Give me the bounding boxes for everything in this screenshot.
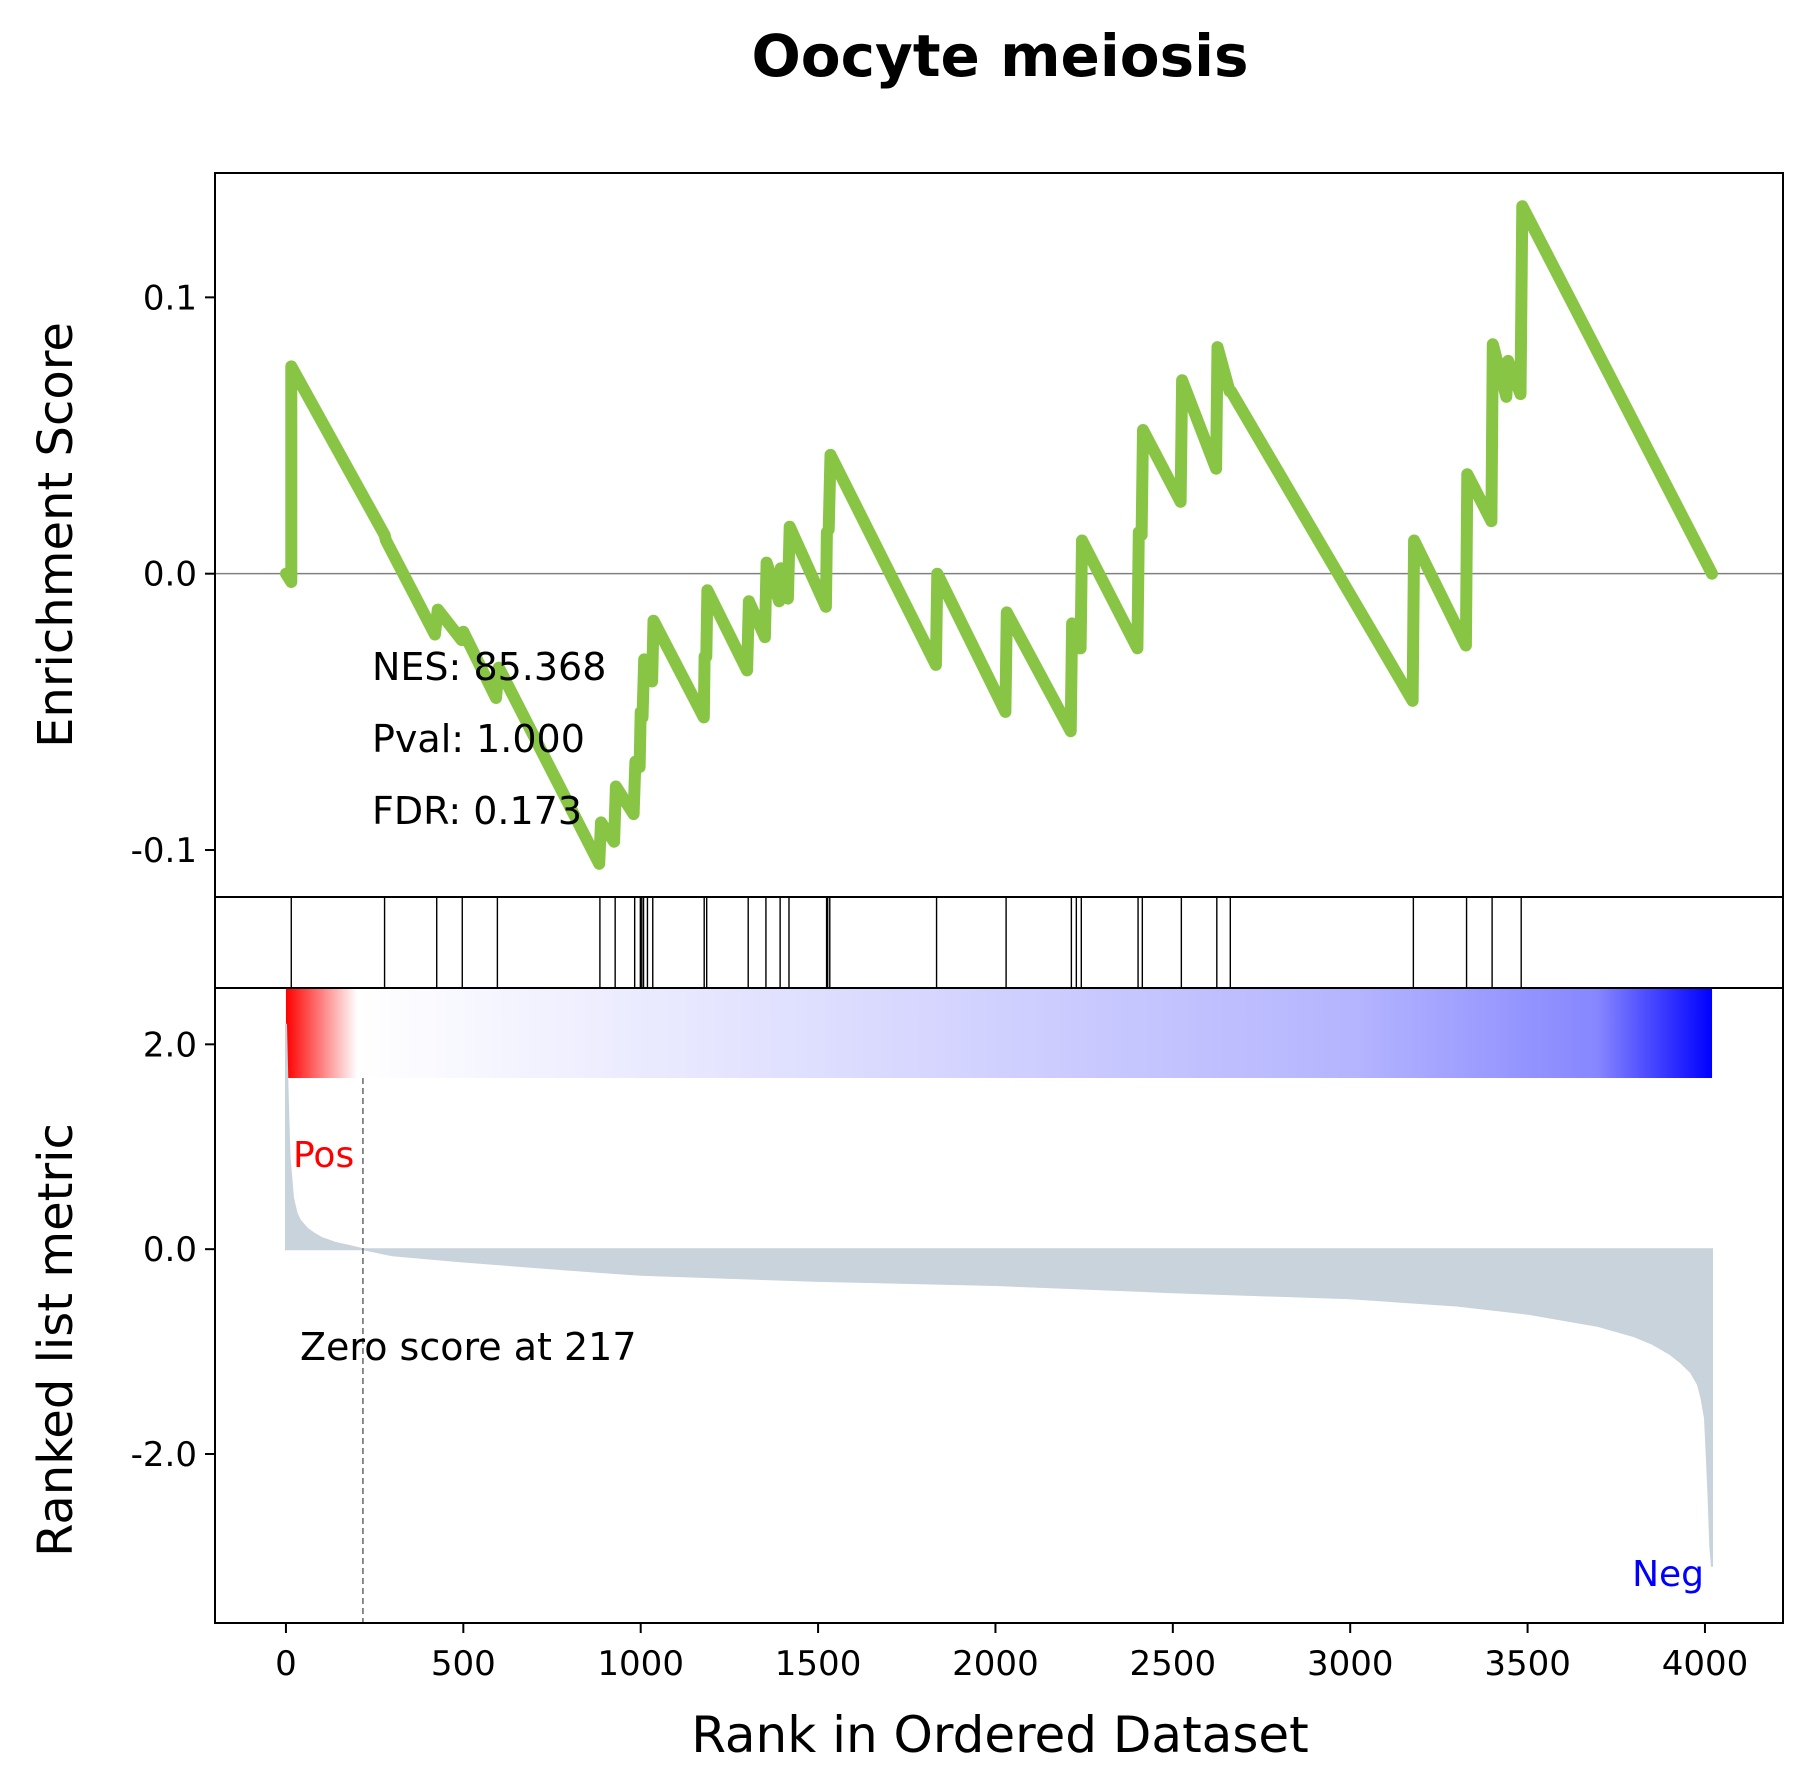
- y-tick-label-enrichment: 0.1: [143, 278, 197, 318]
- y-tick-label-enrichment: 0.0: [143, 555, 197, 595]
- x-axis: 0 500 1000 1500 2000 2500 3000 3500 4000: [275, 1623, 1748, 1684]
- x-tick-label: 500: [431, 1644, 496, 1684]
- x-tick-label: 1000: [597, 1644, 684, 1684]
- enrichment-score-panel: -0.1 0.0 0.1 NES: 85.368 Pval: 1.000 FDR: 0.1…: [131, 172, 1784, 898]
- enrichment-score-line: [280, 200, 1718, 870]
- ranked-metric-panel: Zero score at 217 Pos Neg -2.0 0.0 2.0: [131, 987, 1784, 1624]
- pos-label: Pos: [293, 1135, 354, 1176]
- hit-markers-panel: [214, 896, 1784, 989]
- y-axis-label-ranked-metric: Ranked list metric: [28, 1123, 84, 1557]
- y-tick-label-enrichment: -0.1: [131, 831, 197, 871]
- stat-annotation: NES: 85.368: [372, 645, 606, 689]
- neg-label: Neg: [1632, 1554, 1704, 1595]
- y-axis-label-enrichment: Enrichment Score: [28, 322, 84, 748]
- y-tick-label-ranked-metric: -2.0: [131, 1435, 197, 1475]
- x-tick-label: 3000: [1307, 1644, 1394, 1684]
- stat-annotation: Pval: 1.000: [372, 717, 585, 761]
- x-tick-label: 2000: [952, 1644, 1039, 1684]
- x-tick-label: 3500: [1484, 1644, 1571, 1684]
- x-tick-label: 1500: [775, 1644, 862, 1684]
- x-tick-label: 2500: [1130, 1644, 1217, 1684]
- zero-score-label: Zero score at 217: [300, 1325, 637, 1369]
- x-tick-label: 4000: [1662, 1644, 1749, 1684]
- ranked-metric-panel-frame: [214, 987, 1784, 1624]
- chart-title: Oocyte meiosis: [751, 22, 1248, 90]
- rank-colorbar: [285, 988, 1713, 1078]
- y-tick-label-ranked-metric: 0.0: [143, 1230, 197, 1270]
- stat-annotation: FDR: 0.173: [372, 789, 582, 833]
- ranked-metric-area: [285, 1023, 1713, 1567]
- x-tick-label: 0: [275, 1644, 297, 1684]
- x-axis-label: Rank in Ordered Dataset: [691, 1706, 1308, 1764]
- hit-panel-frame: [214, 896, 1784, 989]
- rank-colorbar-panel: [285, 988, 1713, 1078]
- y-tick-label-ranked-metric: 2.0: [143, 1025, 197, 1065]
